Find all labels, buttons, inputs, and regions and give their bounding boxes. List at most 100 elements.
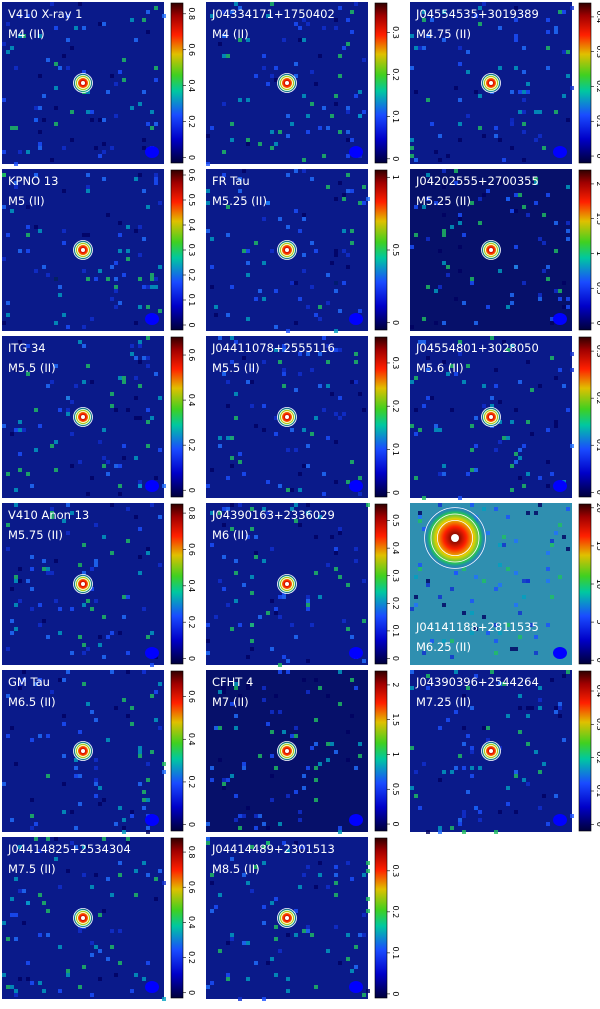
noise-pixel: [474, 14, 478, 18]
noise-pixel: [546, 18, 550, 22]
noise-pixel: [2, 973, 6, 977]
noise-pixel: [66, 973, 70, 977]
noise-pixel: [214, 615, 218, 619]
noise-pixel: [326, 436, 330, 440]
noise-pixel: [70, 46, 74, 50]
noise-pixel: [334, 281, 338, 285]
noise-pixel: [38, 603, 42, 607]
noise-pixel: [146, 122, 150, 126]
noise-pixel: [138, 173, 142, 177]
noise-pixel: [18, 420, 22, 424]
noise-pixel: [538, 503, 542, 507]
noise-pixel: [546, 484, 550, 488]
contour: [485, 411, 497, 423]
noise-pixel: [26, 977, 30, 981]
noise-pixel: [334, 348, 338, 352]
noise-pixel: [54, 559, 58, 563]
noise-pixel: [510, 118, 514, 122]
noise-pixel: [10, 432, 14, 436]
noise-pixel: [306, 444, 310, 448]
noise-pixel: [122, 595, 126, 599]
noise-pixel: [458, 213, 462, 217]
noise-pixel: [10, 897, 14, 901]
noise-pixel: [506, 197, 510, 201]
noise-pixel: [334, 197, 338, 201]
noise-pixel: [514, 539, 518, 543]
noise-pixel: [286, 134, 290, 138]
colorbar-tick-label: 0: [187, 322, 196, 327]
noise-pixel: [254, 424, 258, 428]
noise-pixel: [414, 575, 418, 579]
colorbar-tick-label: 0: [187, 990, 196, 995]
spectral-type: M7.25 (II): [416, 695, 471, 709]
noise-pixel: [58, 408, 62, 412]
colorbar-tick-label: 0.2: [391, 905, 400, 918]
noise-pixel: [486, 631, 490, 635]
noise-pixel: [222, 507, 226, 511]
noise-pixel: [470, 611, 474, 615]
noise-pixel: [30, 981, 34, 985]
spectral-type: M5.25 (II): [212, 194, 267, 208]
noise-pixel: [78, 802, 82, 806]
noise-pixel: [242, 941, 246, 945]
contour: [483, 75, 499, 91]
noise-pixel: [494, 368, 498, 372]
noise-pixel: [266, 480, 270, 484]
noise-pixel: [274, 925, 278, 929]
noise-pixel: [110, 945, 114, 949]
noise-pixel: [302, 428, 306, 432]
noise-pixel: [538, 384, 542, 388]
noise-pixel: [234, 726, 238, 730]
noise-pixel: [354, 352, 358, 356]
noise-pixel: [322, 106, 326, 110]
noise-pixel: [146, 873, 150, 877]
noise-pixel: [234, 818, 238, 822]
noise-pixel: [346, 861, 350, 865]
contour: [75, 75, 91, 91]
noise-pixel: [54, 26, 58, 30]
noise-pixel: [70, 810, 74, 814]
noise-pixel: [470, 201, 474, 205]
noise-pixel: [554, 424, 558, 428]
noise-pixel: [26, 372, 30, 376]
noise-pixel: [310, 70, 314, 74]
noise-pixel: [514, 774, 518, 778]
noise-pixel: [42, 989, 46, 993]
noise-pixel: [262, 686, 266, 690]
source-name: J04141188+2811535: [415, 620, 539, 634]
noise-pixel: [262, 905, 266, 909]
noise-pixel: [66, 14, 70, 18]
noise-pixel: [246, 881, 250, 885]
noise-pixel: [274, 325, 278, 329]
noise-pixel: [102, 142, 106, 146]
noise-pixel: [318, 515, 322, 519]
noise-pixel: [206, 623, 210, 627]
noise-pixel: [242, 169, 246, 173]
contour: [73, 407, 93, 427]
noise-pixel: [298, 472, 302, 476]
noise-pixel: [502, 535, 506, 539]
noise-pixel: [106, 957, 110, 961]
contour: [75, 409, 91, 425]
noise-pixel: [302, 678, 306, 682]
noise-pixel: [238, 460, 242, 464]
noise-pixel: [34, 448, 38, 452]
noise-pixel: [270, 599, 274, 603]
noise-pixel: [334, 94, 338, 98]
noise-pixel: [154, 690, 158, 694]
noise-pixel: [438, 595, 442, 599]
noise-pixel: [522, 98, 526, 102]
noise-pixel: [146, 205, 150, 209]
noise-pixel: [522, 158, 526, 162]
noise-pixel: [330, 392, 334, 396]
noise-pixel: [558, 10, 562, 14]
noise-pixel: [366, 897, 370, 901]
noise-pixel: [66, 670, 70, 674]
noise-pixel: [6, 694, 10, 698]
noise-pixel: [54, 468, 58, 472]
noise-pixel: [334, 480, 338, 484]
noise-pixel: [526, 472, 530, 476]
noise-pixel: [554, 706, 558, 710]
noise-pixel: [346, 130, 350, 134]
noise-pixel: [110, 146, 114, 150]
